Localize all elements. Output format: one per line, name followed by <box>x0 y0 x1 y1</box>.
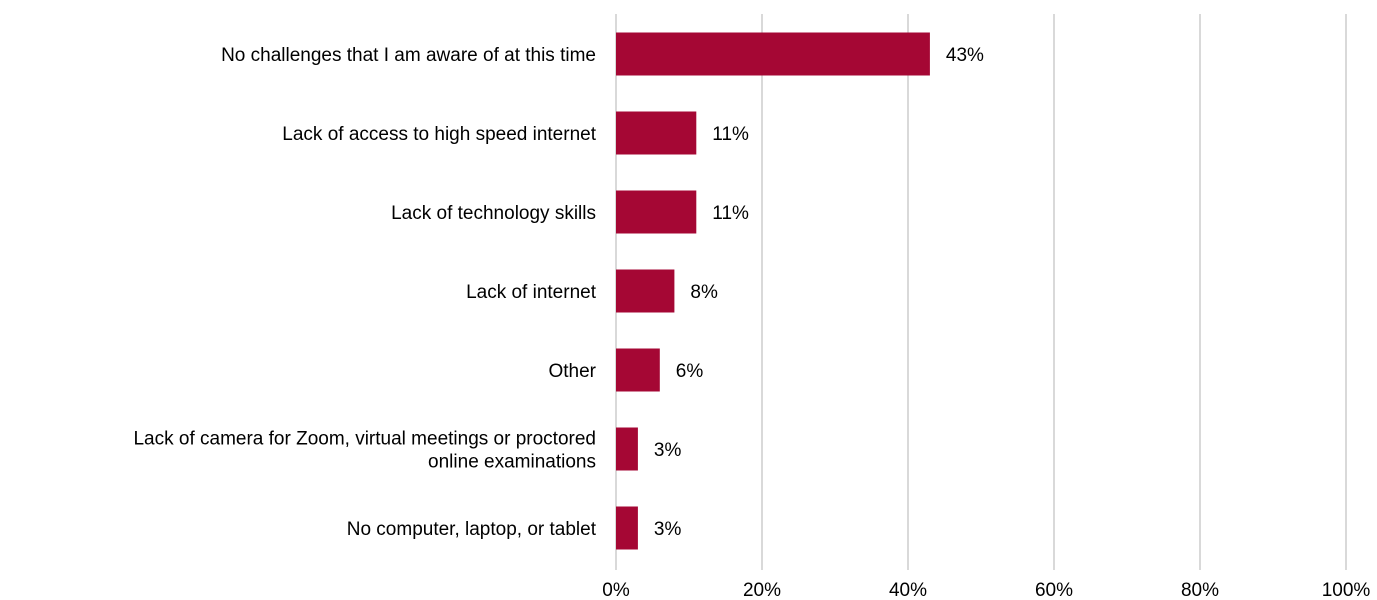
bar <box>616 32 930 76</box>
category-label: No challenges that I am aware of at this… <box>221 45 596 66</box>
bar <box>616 190 697 234</box>
category-label-line: No computer, laptop, or tablet <box>347 519 597 540</box>
category-label: Lack of camera for Zoom, virtual meeting… <box>133 429 596 473</box>
x-tick-label: 100% <box>1322 580 1371 600</box>
x-axis-ticks: 0% 20% 40% 60% 80% 100% <box>602 580 1370 600</box>
category-labels: No challenges that I am aware of at this… <box>133 45 596 540</box>
bar <box>616 506 638 550</box>
bar <box>616 269 675 313</box>
data-label: 6% <box>676 361 704 382</box>
data-label: 8% <box>690 282 718 303</box>
data-label: 43% <box>946 45 984 66</box>
gridlines <box>615 14 1347 570</box>
category-label-line: online examinations <box>428 452 596 473</box>
category-label-line: No challenges that I am aware of at this… <box>221 45 596 66</box>
category-label: Lack of internet <box>466 282 597 303</box>
data-label: 11% <box>712 124 749 145</box>
category-label: Other <box>548 361 596 382</box>
category-label-line: Lack of technology skills <box>391 203 596 224</box>
bars <box>616 32 930 550</box>
data-label: 3% <box>654 440 682 461</box>
category-label: No computer, laptop, or tablet <box>347 519 597 540</box>
x-tick-label: 0% <box>602 580 630 600</box>
data-label: 11% <box>712 203 749 224</box>
bar <box>616 427 638 471</box>
category-label-line: Other <box>548 361 596 382</box>
bar <box>616 348 660 392</box>
category-label-line: Lack of internet <box>466 282 597 303</box>
category-label-line: Lack of access to high speed internet <box>282 124 596 145</box>
bar <box>616 111 697 155</box>
category-label-line: Lack of camera for Zoom, virtual meeting… <box>133 429 596 450</box>
category-label: Lack of access to high speed internet <box>282 124 596 145</box>
x-tick-label: 60% <box>1035 580 1073 600</box>
data-labels: 43% 11% 11% 8% 6% 3% 3% <box>654 45 984 540</box>
x-tick-label: 20% <box>743 580 781 600</box>
x-tick-label: 40% <box>889 580 927 600</box>
x-tick-label: 80% <box>1181 580 1219 600</box>
data-label: 3% <box>654 519 682 540</box>
category-label: Lack of technology skills <box>391 203 596 224</box>
